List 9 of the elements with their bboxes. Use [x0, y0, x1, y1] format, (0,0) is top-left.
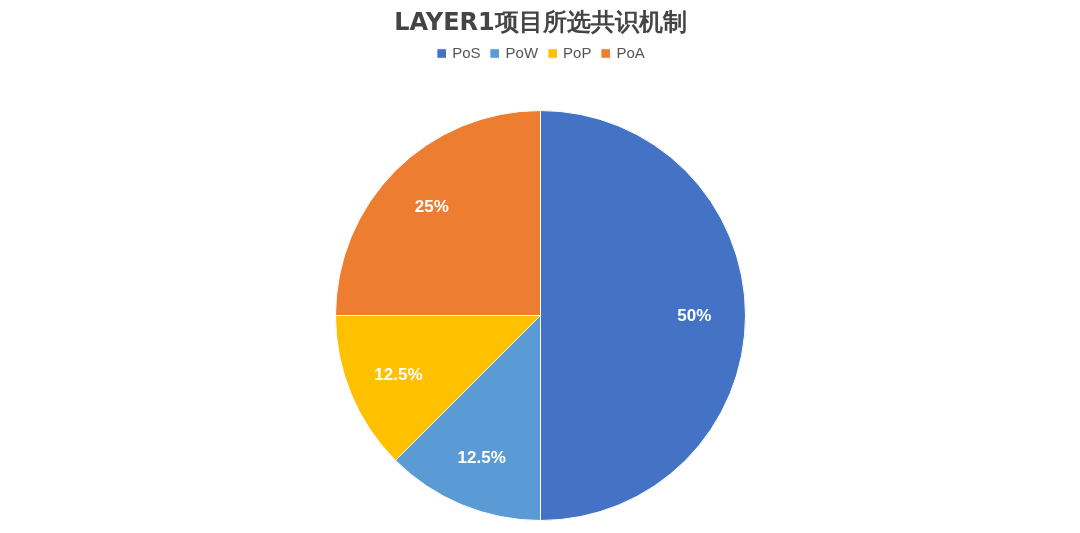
- chart-title: LAYER1项目所选共识机制: [394, 7, 687, 36]
- legend-label: PoP: [563, 44, 592, 61]
- data-label: 12.5%: [457, 448, 506, 468]
- legend-label: PoW: [505, 44, 539, 61]
- legend-label: PoS: [452, 44, 481, 61]
- data-label: 25%: [414, 197, 449, 217]
- data-label: 50%: [677, 306, 712, 325]
- data-label: 12.5%: [374, 364, 423, 384]
- legend-label: PoA: [616, 44, 645, 61]
